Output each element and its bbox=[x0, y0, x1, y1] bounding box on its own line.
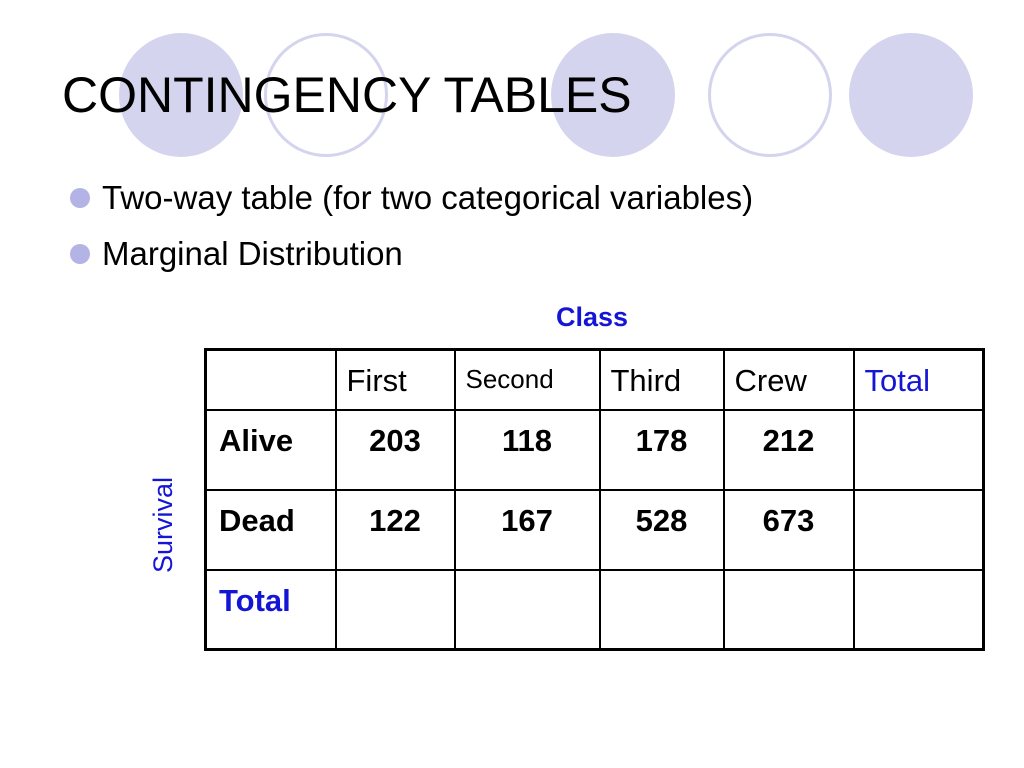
corner-cell bbox=[204, 348, 337, 411]
bullet-text: Two-way table (for two categorical varia… bbox=[102, 179, 754, 216]
table-cell-total bbox=[852, 488, 985, 571]
table-header-row: First Second Third Crew Total bbox=[204, 348, 985, 411]
table-cell: 167 bbox=[453, 488, 601, 571]
row-label: Alive bbox=[204, 408, 337, 491]
bullet-list: Two-way table (for two categorical varia… bbox=[68, 170, 753, 282]
table-cell-total bbox=[722, 568, 855, 651]
column-header: Second bbox=[453, 348, 601, 411]
table-cell-grand-total bbox=[852, 568, 985, 651]
row-variable-label: Survival bbox=[148, 476, 178, 574]
table-row-total: Total bbox=[204, 568, 985, 651]
decor-circle-2 bbox=[264, 33, 388, 157]
table-cell: 203 bbox=[334, 408, 456, 491]
table-cell: 122 bbox=[334, 488, 456, 571]
table-cell-total bbox=[334, 568, 456, 651]
bullet-item: Marginal Distribution bbox=[68, 226, 753, 282]
table-row: Dead 122 167 528 673 bbox=[204, 488, 985, 571]
bullet-icon bbox=[70, 188, 90, 208]
bullet-icon bbox=[70, 244, 90, 264]
decor-circle-3 bbox=[551, 33, 675, 157]
bullet-text: Marginal Distribution bbox=[102, 235, 403, 272]
row-label: Dead bbox=[204, 488, 337, 571]
table-cell: 118 bbox=[453, 408, 601, 491]
column-header: First bbox=[334, 348, 456, 411]
decor-circle-5 bbox=[849, 33, 973, 157]
decor-circle-1 bbox=[119, 33, 243, 157]
decor-circle-4 bbox=[708, 33, 832, 157]
table-cell-total bbox=[453, 568, 601, 651]
column-header: Crew bbox=[722, 348, 855, 411]
slide-title: CONTINGENCY TABLES bbox=[62, 67, 632, 123]
table-cell: 673 bbox=[722, 488, 855, 571]
bullet-item: Two-way table (for two categorical varia… bbox=[68, 170, 753, 226]
table-cell: 212 bbox=[722, 408, 855, 491]
table-cell-total bbox=[598, 568, 725, 651]
column-variable-label: Class bbox=[556, 302, 629, 332]
table-row: Alive 203 118 178 212 bbox=[204, 408, 985, 491]
contingency-table: First Second Third Crew Total Alive 203 … bbox=[204, 348, 985, 651]
table-cell-total bbox=[852, 408, 985, 491]
table-cell: 178 bbox=[598, 408, 725, 491]
column-header-total: Total bbox=[852, 348, 985, 411]
column-header: Third bbox=[598, 348, 725, 411]
table-cell: 528 bbox=[598, 488, 725, 571]
row-label-total: Total bbox=[204, 568, 337, 651]
